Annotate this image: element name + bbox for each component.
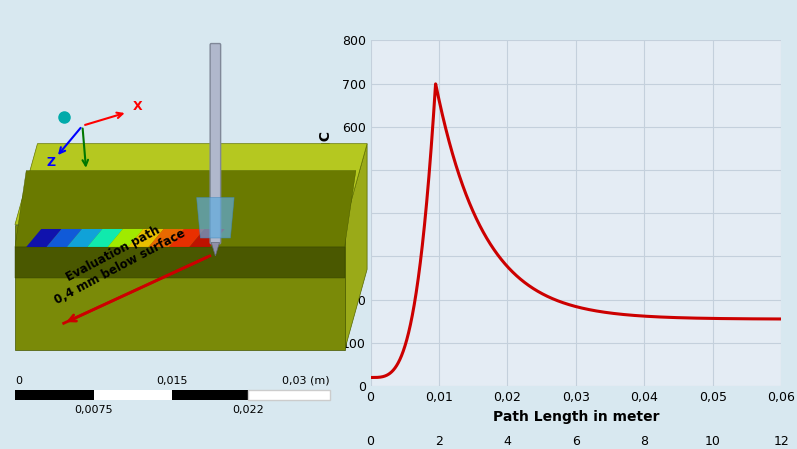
Polygon shape bbox=[67, 229, 102, 247]
Polygon shape bbox=[15, 171, 355, 247]
Bar bbox=[248, 390, 330, 400]
Text: 0,015: 0,015 bbox=[156, 376, 188, 386]
Text: X: X bbox=[133, 100, 143, 113]
Polygon shape bbox=[26, 229, 61, 247]
Text: Evaluation path
0,4 mm below surface: Evaluation path 0,4 mm below surface bbox=[45, 214, 187, 307]
Polygon shape bbox=[88, 229, 123, 247]
Polygon shape bbox=[108, 229, 143, 247]
Bar bbox=[15, 390, 93, 400]
Text: 0,03 (m): 0,03 (m) bbox=[282, 376, 330, 386]
Text: 0,022: 0,022 bbox=[232, 405, 264, 414]
Polygon shape bbox=[169, 229, 204, 247]
Bar bbox=[172, 390, 248, 400]
Polygon shape bbox=[15, 247, 344, 278]
Polygon shape bbox=[197, 198, 234, 238]
Bar bbox=[93, 390, 172, 400]
Polygon shape bbox=[344, 144, 367, 350]
Polygon shape bbox=[148, 229, 184, 247]
Polygon shape bbox=[211, 242, 219, 256]
Polygon shape bbox=[15, 144, 367, 224]
Polygon shape bbox=[190, 229, 225, 247]
Text: 0: 0 bbox=[15, 376, 22, 386]
FancyBboxPatch shape bbox=[210, 44, 221, 244]
Polygon shape bbox=[128, 229, 163, 247]
Text: 0,0075: 0,0075 bbox=[74, 405, 113, 414]
Y-axis label: Temperature in degC: Temperature in degC bbox=[320, 131, 333, 295]
Text: Z: Z bbox=[47, 156, 56, 169]
Polygon shape bbox=[15, 224, 344, 350]
Polygon shape bbox=[46, 229, 82, 247]
X-axis label: Path Length in meter: Path Length in meter bbox=[493, 409, 659, 423]
